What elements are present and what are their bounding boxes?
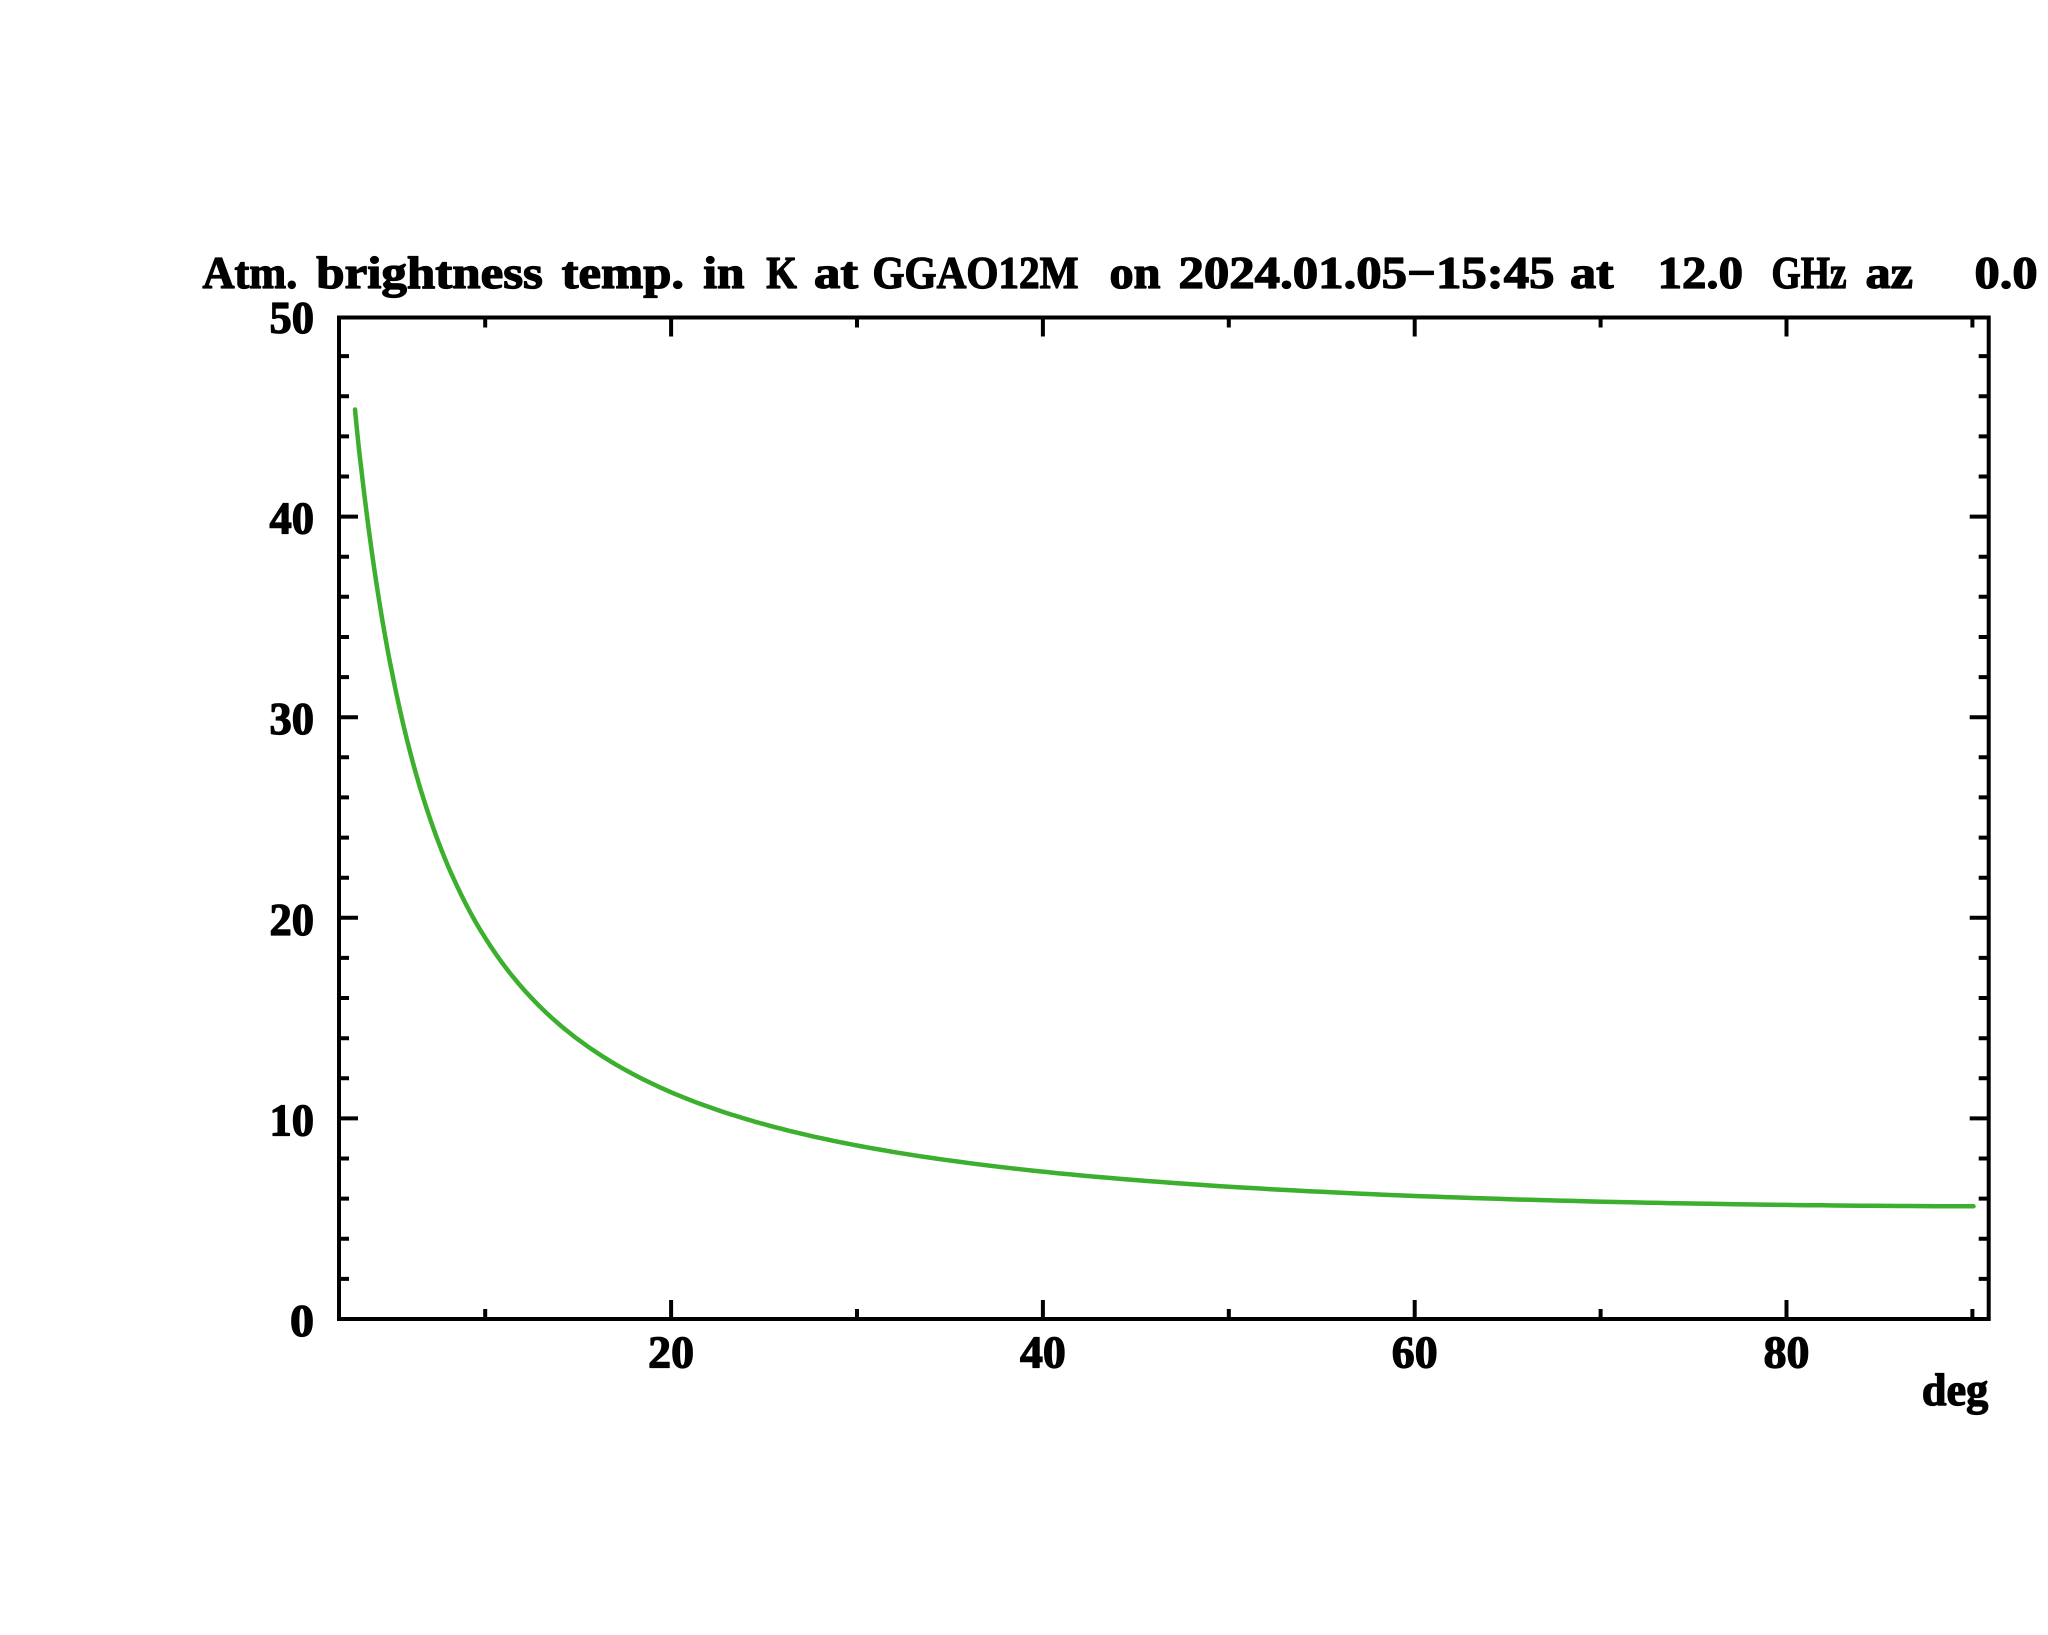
- svg-text:on: on: [1110, 247, 1161, 298]
- svg-text:10: 10: [270, 1094, 315, 1145]
- svg-text:at: at: [1570, 247, 1614, 298]
- svg-text:80: 80: [1764, 1327, 1810, 1378]
- svg-text:0.0: 0.0: [1975, 247, 2038, 298]
- svg-text:temp.: temp.: [562, 247, 684, 298]
- svg-text:40: 40: [270, 493, 315, 544]
- svg-text:GHz: GHz: [1772, 247, 1847, 298]
- svg-text:deg: deg: [1922, 1364, 1989, 1415]
- svg-text:20: 20: [270, 894, 315, 945]
- svg-text:20: 20: [648, 1327, 694, 1378]
- svg-text:Atm.: Atm.: [203, 247, 298, 298]
- svg-text:2024.01.05−15:45: 2024.01.05−15:45: [1179, 247, 1555, 298]
- svg-text:GGAO12M: GGAO12M: [873, 247, 1079, 298]
- svg-text:50: 50: [270, 292, 315, 343]
- svg-text:0: 0: [290, 1295, 314, 1346]
- svg-text:40: 40: [1020, 1327, 1066, 1378]
- svg-text:brightness: brightness: [316, 247, 543, 298]
- svg-text:in: in: [703, 247, 744, 298]
- svg-text:az: az: [1866, 247, 1914, 298]
- svg-text:60: 60: [1392, 1327, 1438, 1378]
- svg-text:12.0: 12.0: [1658, 247, 1743, 298]
- svg-text:30: 30: [270, 693, 315, 744]
- svg-text:at: at: [814, 247, 858, 298]
- svg-text:K: K: [766, 247, 797, 298]
